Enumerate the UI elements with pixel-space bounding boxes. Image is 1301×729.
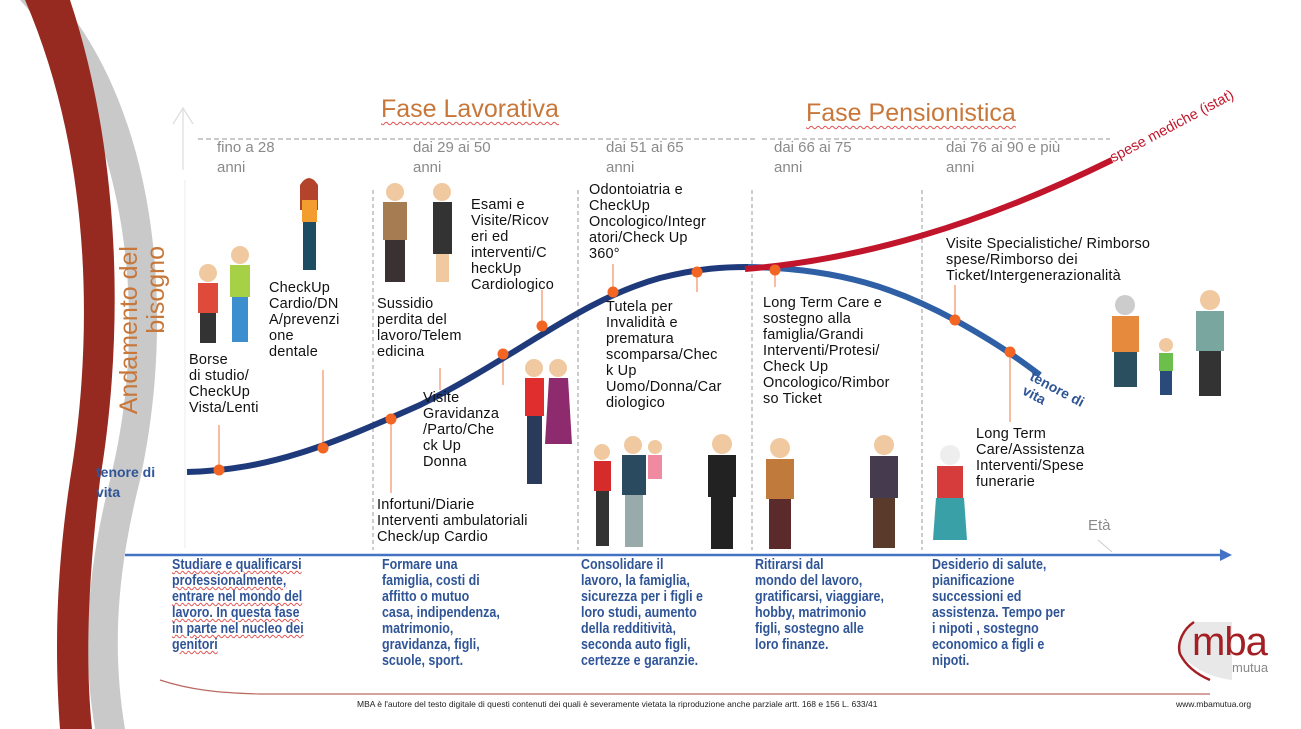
- elderly-woman-illustration: [933, 445, 967, 540]
- couple-illustration: [525, 359, 572, 484]
- phase-separators: [372, 190, 923, 550]
- x-axis-arrowhead: [1220, 549, 1232, 561]
- age-range-1: fino a 28 anni: [217, 139, 275, 176]
- note-esami-visite: Esami e Visite/Ricov eri ed interventi/C…: [471, 197, 554, 293]
- living-standard-label-start: tenore di vita: [96, 464, 156, 500]
- age-range-3: dai 51 ai 65 anni: [606, 139, 684, 176]
- businesswoman-illustration: [433, 183, 452, 282]
- note-checkup-cardio: CheckUp Cardio/DN A/prevenzi one dentale: [269, 280, 340, 360]
- description-phase-2: Formare una famiglia, costi di affitto o…: [382, 557, 500, 669]
- note-tutela-invalidita: Tutela per Invalidità e prematura scompa…: [606, 299, 722, 411]
- description-phase-3: Consolidare il lavoro, la famiglia, sicu…: [581, 557, 703, 669]
- phase-title-working: Fase Lavorativa: [381, 95, 559, 123]
- leader-lines: [218, 264, 1011, 493]
- young-woman-illustration: [300, 178, 318, 270]
- manager-illustration: [708, 434, 736, 549]
- note-long-term-care: Long Term Care e sostegno alla famiglia/…: [763, 295, 890, 407]
- elderly-man-illustration: [870, 435, 898, 548]
- need-points: [213, 264, 1016, 476]
- y-axis-arrowhead: [172, 106, 194, 125]
- grandparents-illustration: [1112, 290, 1224, 396]
- note-visite-specialistiche: Visite Specialistiche/ Rimborso spese/Ri…: [946, 236, 1151, 284]
- description-phase-5: Desiderio di salute, pianificazione succ…: [932, 557, 1065, 669]
- living-standard-decline: [747, 264, 1042, 378]
- description-phase-4: Ritirarsi dal mondo del lavoro, gratific…: [755, 557, 884, 653]
- businessman-illustration: [383, 183, 407, 282]
- x-axis-label: Età: [1088, 517, 1111, 534]
- mba-logo: mba mutua: [1172, 618, 1282, 688]
- note-borse-studio: Borse di studio/ CheckUp Vista/Lenti: [189, 352, 259, 416]
- logo-name: mba: [1192, 620, 1268, 664]
- copyright-notice: MBA è l'autore del testo digitale di que…: [357, 699, 878, 709]
- bottom-arc: [159, 679, 1210, 695]
- note-odontoiatria: Odontoiatria e CheckUp Oncologico/Integr…: [589, 182, 707, 262]
- note-visite-gravidanza: Visite Gravidanza /Parto/Che ck Up Donna: [423, 390, 500, 470]
- description-phase-1: Studiare e qualificarsi professionalment…: [172, 557, 304, 653]
- note-long-term-care-assistenza: Long Term Care/Assistenza Interventi/Spe…: [976, 426, 1085, 490]
- age-range-5: dai 76 ai 90 e più anni: [946, 139, 1061, 176]
- age-range-2: dai 29 ai 50 anni: [413, 139, 491, 176]
- shield-icon: [1177, 620, 1232, 682]
- age-range-4: dai 66 ai 75 anni: [774, 139, 852, 176]
- students-illustration: [198, 246, 250, 343]
- logo-sub: mutua: [1232, 660, 1269, 675]
- eta-mark: [1097, 539, 1113, 553]
- red-swoosh: [25, 0, 115, 729]
- note-sussidio: Sussidio perdita del lavoro/Telem edicin…: [377, 296, 462, 360]
- people-illustrations: [198, 178, 1224, 549]
- website-link[interactable]: www.mbamutua.org: [1176, 699, 1252, 709]
- family-illustration: [594, 436, 662, 547]
- note-infortuni: Infortuni/Diarie Interventi ambulatorial…: [377, 497, 528, 545]
- grey-swoosh: [20, 0, 158, 729]
- y-axis-label: Andamento del bisogno: [115, 246, 170, 415]
- phase-title-retirement: Fase Pensionistica: [806, 99, 1016, 127]
- medical-costs-curve: [744, 157, 1114, 272]
- older-man-illustration: [766, 438, 794, 549]
